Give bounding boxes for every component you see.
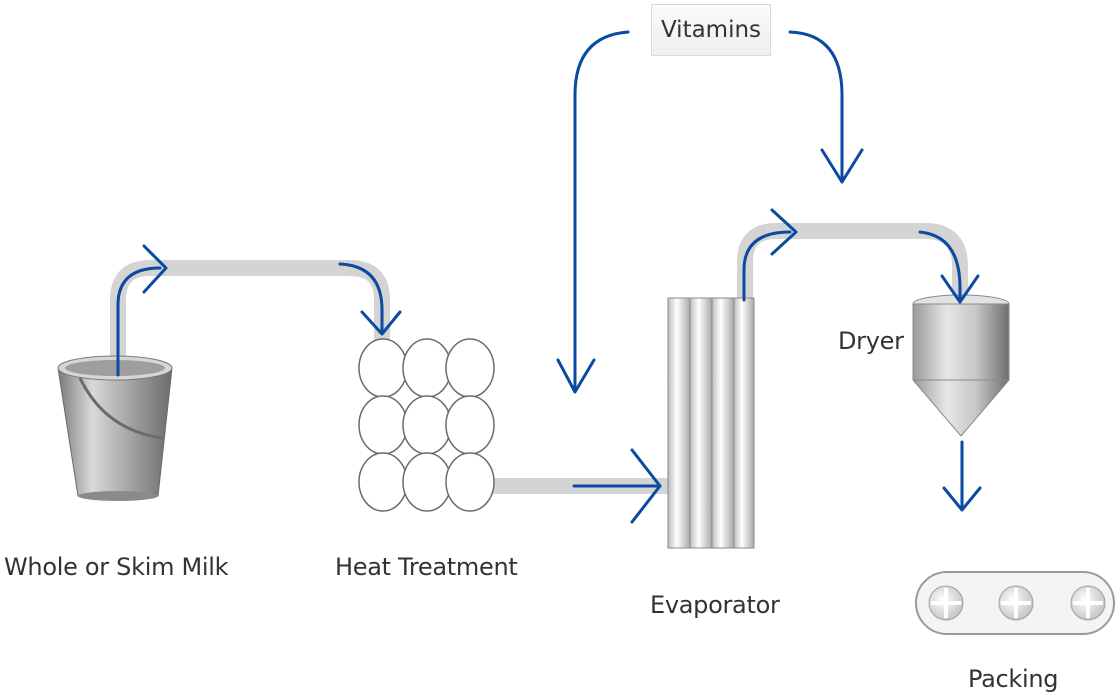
evaporator-label: Evaporator [650, 591, 780, 619]
conveyor-icon [915, 571, 1115, 635]
dryer-hopper-icon [912, 294, 1010, 437]
arrow-head [820, 148, 864, 184]
arrow-into-dryer [918, 230, 962, 302]
packing-label: Packing [968, 665, 1059, 693]
flow-arrows [116, 30, 982, 524]
dryer-label: Dryer [838, 327, 904, 355]
vitamins-box: Vitamins [651, 4, 771, 56]
arrow-head [556, 358, 596, 394]
pipe-evaporator-to-dryer [737, 223, 968, 308]
evaporator-tubes-icon [667, 297, 755, 549]
arrow-head [630, 448, 662, 524]
arrow-head [940, 274, 980, 304]
arrow-head [142, 244, 168, 294]
heat-exchanger-grid-icon [358, 338, 495, 512]
conveyor-roller [998, 585, 1034, 621]
milk-label: Whole or Skim Milk [4, 553, 229, 581]
vitamins-label: Vitamins [660, 17, 762, 43]
conveyor-roller [928, 585, 964, 621]
arrow-milk-to-heat [338, 262, 384, 334]
arrow-milk-rising [116, 266, 162, 377]
heat-treatment-label: Heat Treatment [335, 553, 518, 581]
bucket-icon [57, 355, 173, 501]
arrow-evaporator-rising [742, 230, 792, 302]
pipes [110, 223, 968, 494]
arrow-head [360, 310, 402, 336]
arrow-vitamins-to-evaporator [573, 30, 630, 392]
arrow-head [942, 486, 982, 512]
pipe-milk-to-heat [110, 260, 390, 368]
arrow-head [770, 208, 798, 256]
conveyor-roller [1070, 585, 1106, 621]
arrow-vitamins-to-dryer [788, 30, 844, 182]
